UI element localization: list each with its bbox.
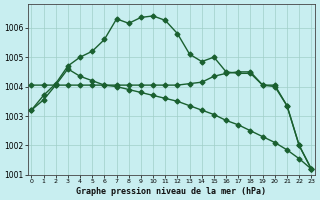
X-axis label: Graphe pression niveau de la mer (hPa): Graphe pression niveau de la mer (hPa)	[76, 187, 266, 196]
